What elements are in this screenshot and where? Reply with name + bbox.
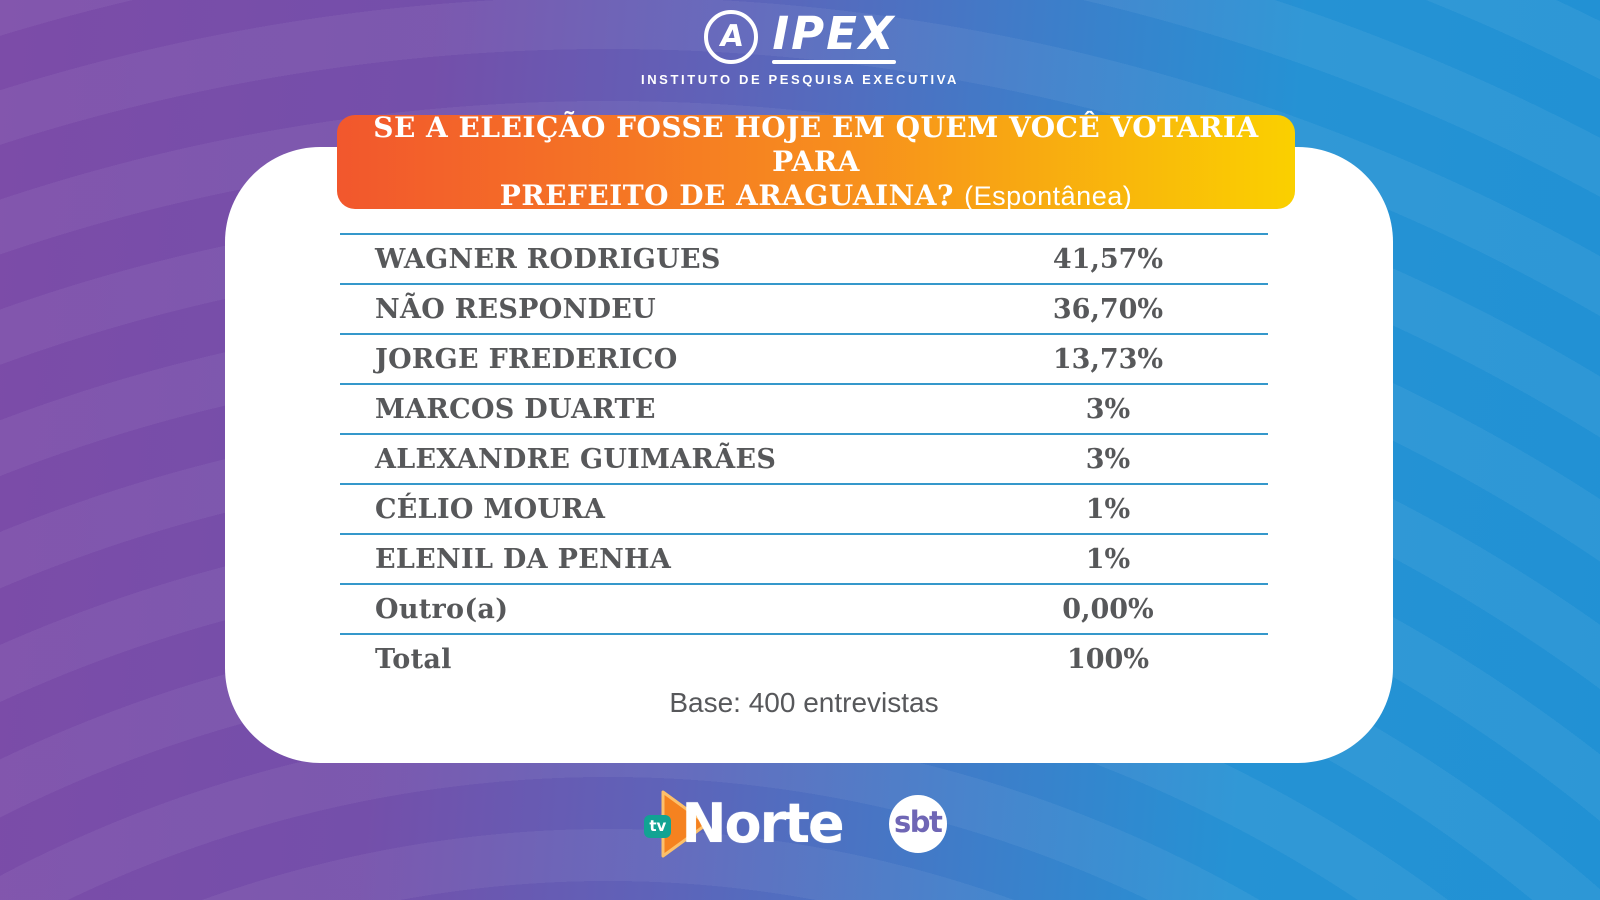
candidate-percent: 13,73%	[1052, 343, 1164, 375]
table-row: Total 100%	[340, 633, 1268, 683]
candidate-name: MARCOS DUARTE	[375, 393, 656, 425]
candidate-percent: 3%	[1085, 393, 1131, 425]
question-line2-bold: PREFEITO DE ARAGUAINA?	[499, 179, 954, 212]
candidate-percent: 0,00%	[1062, 593, 1154, 625]
question-line2: PREFEITO DE ARAGUAINA? (Espontânea)	[500, 179, 1132, 213]
sbt-logo-text: sbt	[893, 805, 943, 839]
table-row: NÃO RESPONDEU 36,70%	[340, 283, 1268, 333]
tv-badge: tv	[644, 815, 672, 838]
ipex-logo-text: IPEX	[772, 6, 896, 60]
ipex-subtitle: INSTITUTO DE PESQUISA EXECUTIVA	[640, 72, 959, 87]
base-note: Base: 400 entrevistas	[669, 687, 939, 718]
tv-norte-logo: tv Norte	[644, 782, 845, 866]
candidate-name: JORGE FREDERICO	[375, 343, 678, 375]
table-row: Outro(a) 0,00%	[340, 583, 1268, 633]
candidate-name: Total	[375, 643, 452, 675]
table-row: WAGNER RODRIGUES 41,57%	[340, 233, 1268, 283]
results-card: WAGNER RODRIGUES 41,57% NÃO RESPONDEU 36,70…	[225, 147, 1393, 763]
question-banner: SE A ELEIÇÃO FOSSE HOJE EM QUEM VOCÊ VOT…	[337, 111, 1295, 212]
question-line1: SE A ELEIÇÃO FOSSE HOJE EM QUEM VOCÊ VOT…	[373, 111, 1259, 178]
candidate-name: ELENIL DA PENHA	[375, 543, 672, 575]
candidate-name: NÃO RESPONDEU	[375, 293, 657, 325]
candidate-name: ALEXANDRE GUIMARÃES	[375, 443, 777, 475]
candidate-percent: 1%	[1085, 543, 1131, 575]
candidate-name: CÉLIO MOURA	[375, 493, 606, 525]
candidate-percent: 1%	[1085, 493, 1131, 525]
ipex-logo-mark-icon: A	[704, 10, 759, 64]
tv-norte-text: Norte	[681, 792, 844, 855]
ipex-logo: A IPEX INSTITUTO DE PESQUISA EXECUTIVA	[0, 10, 1600, 87]
table-row: ALEXANDRE GUIMARÃES 3%	[340, 433, 1268, 483]
ipex-wordmark: IPEX	[772, 6, 896, 64]
table-row: JORGE FREDERICO 13,73%	[340, 333, 1268, 383]
candidate-percent: 3%	[1085, 443, 1131, 475]
candidate-percent: 41,57%	[1052, 243, 1164, 275]
candidate-name: Outro(a)	[375, 593, 509, 625]
candidate-percent: 100%	[1066, 643, 1149, 675]
question-line2-note: (Espontânea)	[964, 181, 1133, 211]
ipex-logo-letter: A	[717, 19, 746, 54]
ipex-underline	[772, 59, 896, 64]
table-row: MARCOS DUARTE 3%	[340, 383, 1268, 433]
table-row: ELENIL DA PENHA 1%	[340, 533, 1268, 583]
results-table: WAGNER RODRIGUES 41,57% NÃO RESPONDEU 36,70…	[340, 233, 1268, 683]
sbt-logo: sbt	[888, 795, 947, 853]
candidate-name: WAGNER RODRIGUES	[375, 243, 721, 275]
table-row: CÉLIO MOURA 1%	[340, 483, 1268, 533]
ipex-logo-row: A IPEX	[704, 6, 896, 64]
footer-logos: tv Norte sbt	[0, 780, 1600, 868]
candidate-percent: 36,70%	[1052, 293, 1164, 325]
